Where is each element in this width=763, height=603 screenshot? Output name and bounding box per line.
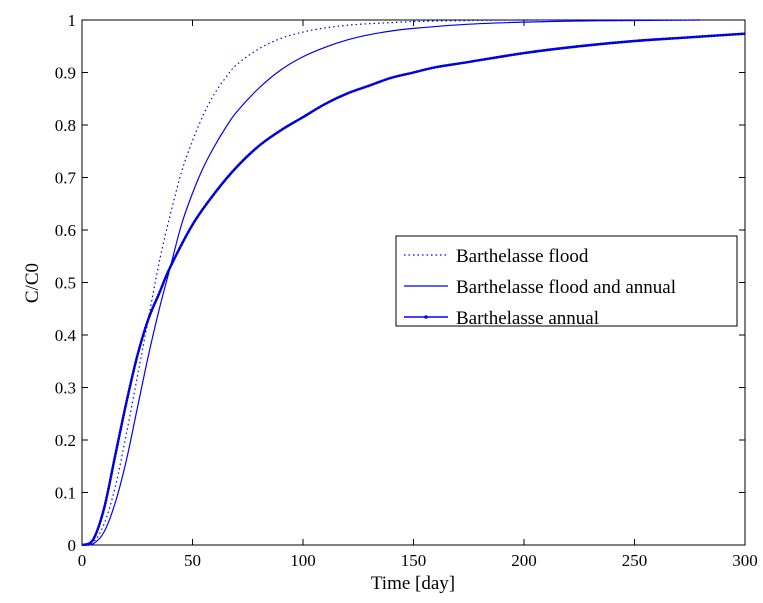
y-tick-label: 0.4 (55, 326, 77, 345)
y-tick-label: 0.9 (55, 64, 76, 83)
legend-entries: Barthelasse flood Barthelasse flood and a… (404, 246, 676, 329)
y-tick-label: 0.8 (55, 116, 76, 135)
series-flood-annual-line (81, 19, 701, 546)
x-tick-label: 0 (78, 551, 87, 570)
legend-label: Barthelasse annual (456, 308, 599, 329)
legend: Barthelasse flood Barthelasse flood and a… (395, 235, 738, 329)
x-tick-label: 250 (622, 551, 648, 570)
x-tick-label: 150 (401, 551, 427, 570)
legend-box (395, 235, 738, 327)
y-tick-label: 0.1 (55, 484, 76, 503)
series-layer (81, 19, 746, 547)
y-tick-label: 0 (68, 536, 77, 555)
x-tick-label: 100 (290, 551, 316, 570)
series-annual-markers (81, 32, 746, 547)
y-tick-label: 0.6 (55, 221, 76, 240)
y-tick-labels: 0 0.1 0.2 0.3 0.4 0.5 0.6 0.7 0.8 0.9 1 (55, 11, 77, 555)
x-tick-labels: 0 50 100 150 200 250 300 (78, 551, 758, 570)
y-tick-label: 0.7 (55, 169, 77, 188)
legend-label: Barthelasse flood (456, 246, 589, 267)
x-tick-label: 300 (732, 551, 758, 570)
x-axis-label: Time [day] (371, 573, 455, 594)
x-tick-label: 50 (184, 551, 201, 570)
y-axis-label: C/C0 (22, 263, 43, 303)
y-tick-label: 0.2 (55, 431, 76, 450)
y-tick-label: 0.3 (55, 379, 76, 398)
legend-label: Barthelasse flood and annual (456, 277, 676, 298)
tick-marks (81, 19, 746, 546)
x-tick-label: 200 (511, 551, 537, 570)
y-tick-label: 0.5 (55, 274, 76, 293)
legend-marker (424, 315, 428, 319)
y-tick-label: 1 (68, 11, 77, 30)
